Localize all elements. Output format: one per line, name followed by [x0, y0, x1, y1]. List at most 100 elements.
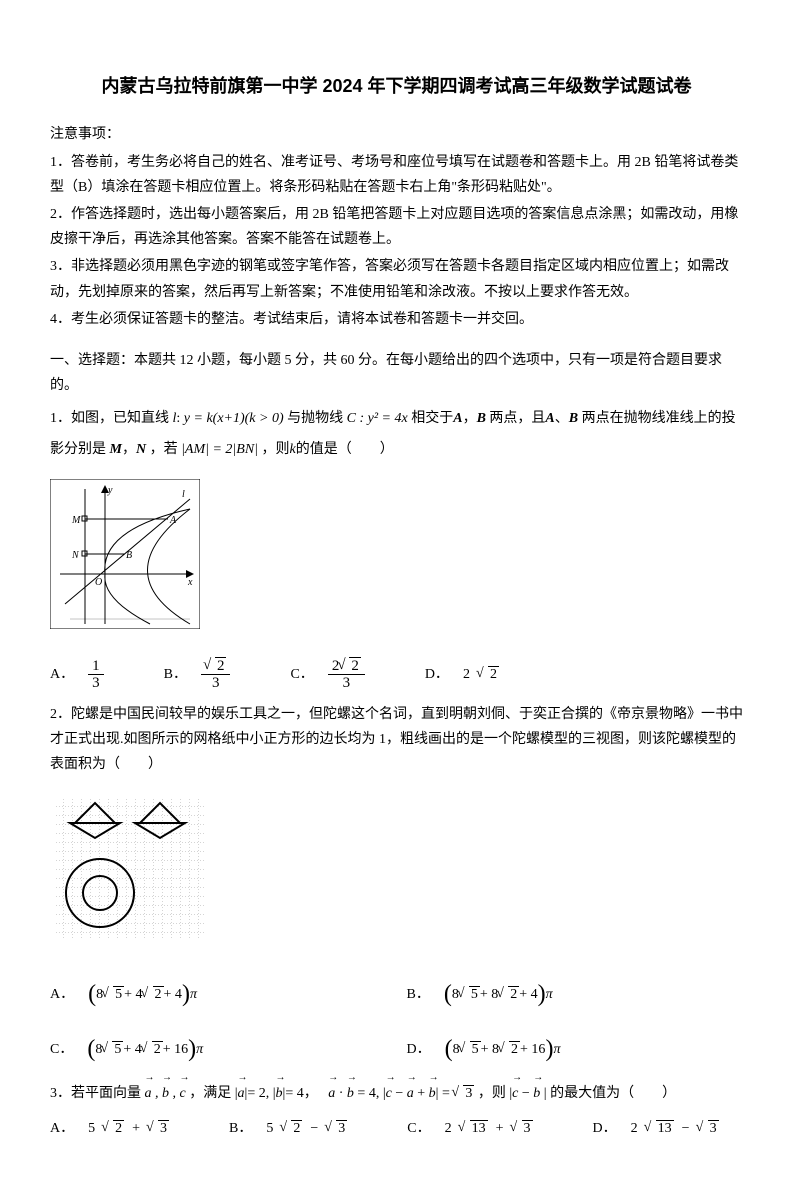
q3a-c1: 5: [88, 1116, 95, 1141]
q3-t2: ，满足 |: [189, 1086, 237, 1101]
svg-text:A: A: [169, 515, 177, 526]
q2-c-label: C．: [50, 1037, 73, 1062]
q3-text: 3．若平面向量 a , b , c ，满足 |a|= 2, |b|= 4， a …: [50, 1081, 743, 1106]
q3-a-label: A．: [50, 1116, 74, 1141]
q1-N: N: [136, 442, 146, 457]
q2a-3: 2: [153, 986, 164, 1002]
q3-c-label: C．: [407, 1116, 430, 1141]
instruction-item: 1．答卷前，考生务必将自己的姓名、准考证号、考场号和座位号填写在试题卷和答题卡上…: [50, 150, 743, 200]
q2-text: 2．陀螺是中国民间较早的娱乐工具之一，但陀螺这个名词，直到明朝刘侗、于奕正合撰的…: [50, 702, 743, 778]
q1-m2: C : y² = 4x: [347, 411, 408, 426]
instruction-item: 3．非选择题必须用黑色字迹的钢笔或签字笔作答，答案必须写在答题卡各题目指定区域内…: [50, 254, 743, 304]
q3b-op: −: [310, 1116, 318, 1141]
q3-va1: a: [145, 1081, 152, 1106]
q3-options: A． 52 + 3 B． 52 − 3 C． 213 + 3 D． 213 − …: [50, 1116, 743, 1141]
q1-colon: :: [176, 411, 183, 426]
q2-opt-d: D． (85 + 82 + 16)π: [407, 1028, 744, 1071]
question-2: 2．陀螺是中国民间较早的娱乐工具之一，但陀螺这个名词，直到明朝刘侗、于奕正合撰的…: [50, 702, 743, 1071]
q3-vb3: b: [347, 1081, 354, 1106]
q2c-1: 5: [112, 1041, 123, 1057]
q2-figure: [50, 793, 210, 952]
q3d-c1: 2: [631, 1116, 638, 1141]
q3-t2a: |= 2, |: [245, 1086, 276, 1101]
q3-dot: ·: [335, 1086, 347, 1101]
instruction-item: 2．作答选择题时，选出每小题答案后，用 2B 铅笔把答题卡上对应题目选项的答案信…: [50, 202, 743, 252]
svg-text:O: O: [95, 577, 102, 588]
instructions-header: 注意事项：: [50, 122, 743, 147]
svg-text:B: B: [126, 550, 132, 561]
q1-dun: 、: [555, 411, 569, 426]
q3b-r2: 3: [336, 1120, 347, 1136]
q3-opt-c: C． 213 + 3: [407, 1116, 532, 1141]
q2d-1: 5: [470, 1041, 481, 1057]
q1-B2: B: [569, 411, 578, 426]
q1-a-num: 1: [88, 658, 104, 676]
q3-opt-b: B． 52 − 3: [229, 1116, 347, 1141]
q1-m3: |AM| = 2|BN|: [181, 442, 258, 457]
q3-vb5: b: [533, 1081, 540, 1106]
q3d-r1: 13: [656, 1120, 674, 1136]
q2-a-label: A．: [50, 982, 74, 1007]
q3c-r2: 3: [522, 1120, 533, 1136]
q1-text-line2: 影分别是 M，N ，若 |AM| = 2|BN| ，则k的值是（ ）: [50, 437, 743, 462]
q3-vc1: c: [180, 1081, 186, 1106]
q1-t1: 1．如图，已知直线: [50, 411, 169, 426]
q1-d-rad: 2: [488, 666, 499, 682]
q1-t4: 两点，且: [489, 411, 545, 426]
q1-A2: A: [545, 411, 554, 426]
q1-opt-d: D． 22: [425, 662, 499, 687]
q1-opt-a: A． 13: [50, 658, 104, 692]
q1-a-label: A．: [50, 662, 74, 687]
q3a-r2: 3: [158, 1120, 169, 1136]
q3-r3: 3: [463, 1085, 474, 1101]
q3-t1: 3．若平面向量: [50, 1086, 141, 1101]
q2c-3: 2: [152, 1041, 163, 1057]
q1-b-label: B．: [164, 662, 187, 687]
q2b-3: 2: [508, 986, 519, 1002]
q3-opt-d: D． 213 − 3: [593, 1116, 719, 1141]
q1-d-label: D．: [425, 662, 449, 687]
q3c-c1: 2: [445, 1116, 452, 1141]
q3-opt-a: A． 52 + 3: [50, 1116, 169, 1141]
q3-vc3: c: [512, 1081, 518, 1106]
q2-opt-c: C． (85 + 42 + 16)π: [50, 1028, 387, 1071]
section-1-header: 一、选择题：本题共 12 小题，每小题 5 分，共 60 分。在每小题给出的四个…: [50, 348, 743, 398]
q1-M: M: [110, 442, 122, 457]
q3-t3: ，则 |: [478, 1086, 512, 1101]
svg-text:y: y: [107, 485, 113, 496]
q3-va3: a: [328, 1081, 335, 1106]
question-1: 1．如图，已知直线 l: y = k(x+1)(k > 0) 与抛物线 C : …: [50, 406, 743, 692]
question-3: 3．若平面向量 a , b , c ，满足 |a|= 2, |b|= 4， a …: [50, 1081, 743, 1141]
q1-A: A: [453, 411, 462, 426]
q1-c-rad: 2: [349, 657, 361, 674]
q2-opt-b: B． (85 + 82 + 4)π: [407, 973, 744, 1016]
q2c-4: + 16: [163, 1037, 188, 1062]
q3d-r2: 3: [708, 1120, 719, 1136]
q1-b-den: 3: [208, 675, 224, 692]
svg-text:M: M: [71, 515, 81, 526]
q3c-op: +: [496, 1116, 504, 1141]
q1-t7: ，若: [150, 442, 178, 457]
svg-text:x: x: [187, 577, 193, 588]
q1-b-rad: 2: [215, 657, 227, 674]
q1-c2: ，: [122, 442, 136, 457]
q2a-1: 5: [113, 986, 124, 1002]
q3-eq4: = 4, |: [354, 1086, 386, 1101]
q1-t3: 相交于: [411, 411, 453, 426]
q3-va4: a: [407, 1081, 414, 1106]
q3b-c1: 5: [266, 1116, 273, 1141]
q2-d-label: D．: [407, 1037, 431, 1062]
q1-B: B: [477, 411, 486, 426]
q2b-4: + 4: [519, 982, 537, 1007]
q3-vb2: b: [276, 1081, 283, 1106]
instruction-item: 4．考生必须保证答题卡的整洁。考试结束后，请将本试卷和答题卡一并交回。: [50, 307, 743, 332]
q3-t4: | 的最大值为（ ）: [540, 1086, 676, 1101]
q1-a-den: 3: [88, 675, 104, 692]
q3-m2: −: [518, 1086, 533, 1101]
q3b-r1: 2: [291, 1120, 302, 1136]
q2d-4: + 16: [520, 1037, 545, 1062]
q3-va2: a: [238, 1081, 245, 1106]
q1-t6: 影分别是: [50, 442, 106, 457]
q3-m1: −: [392, 1086, 407, 1101]
q1-t9: 的值是（ ）: [296, 442, 394, 457]
